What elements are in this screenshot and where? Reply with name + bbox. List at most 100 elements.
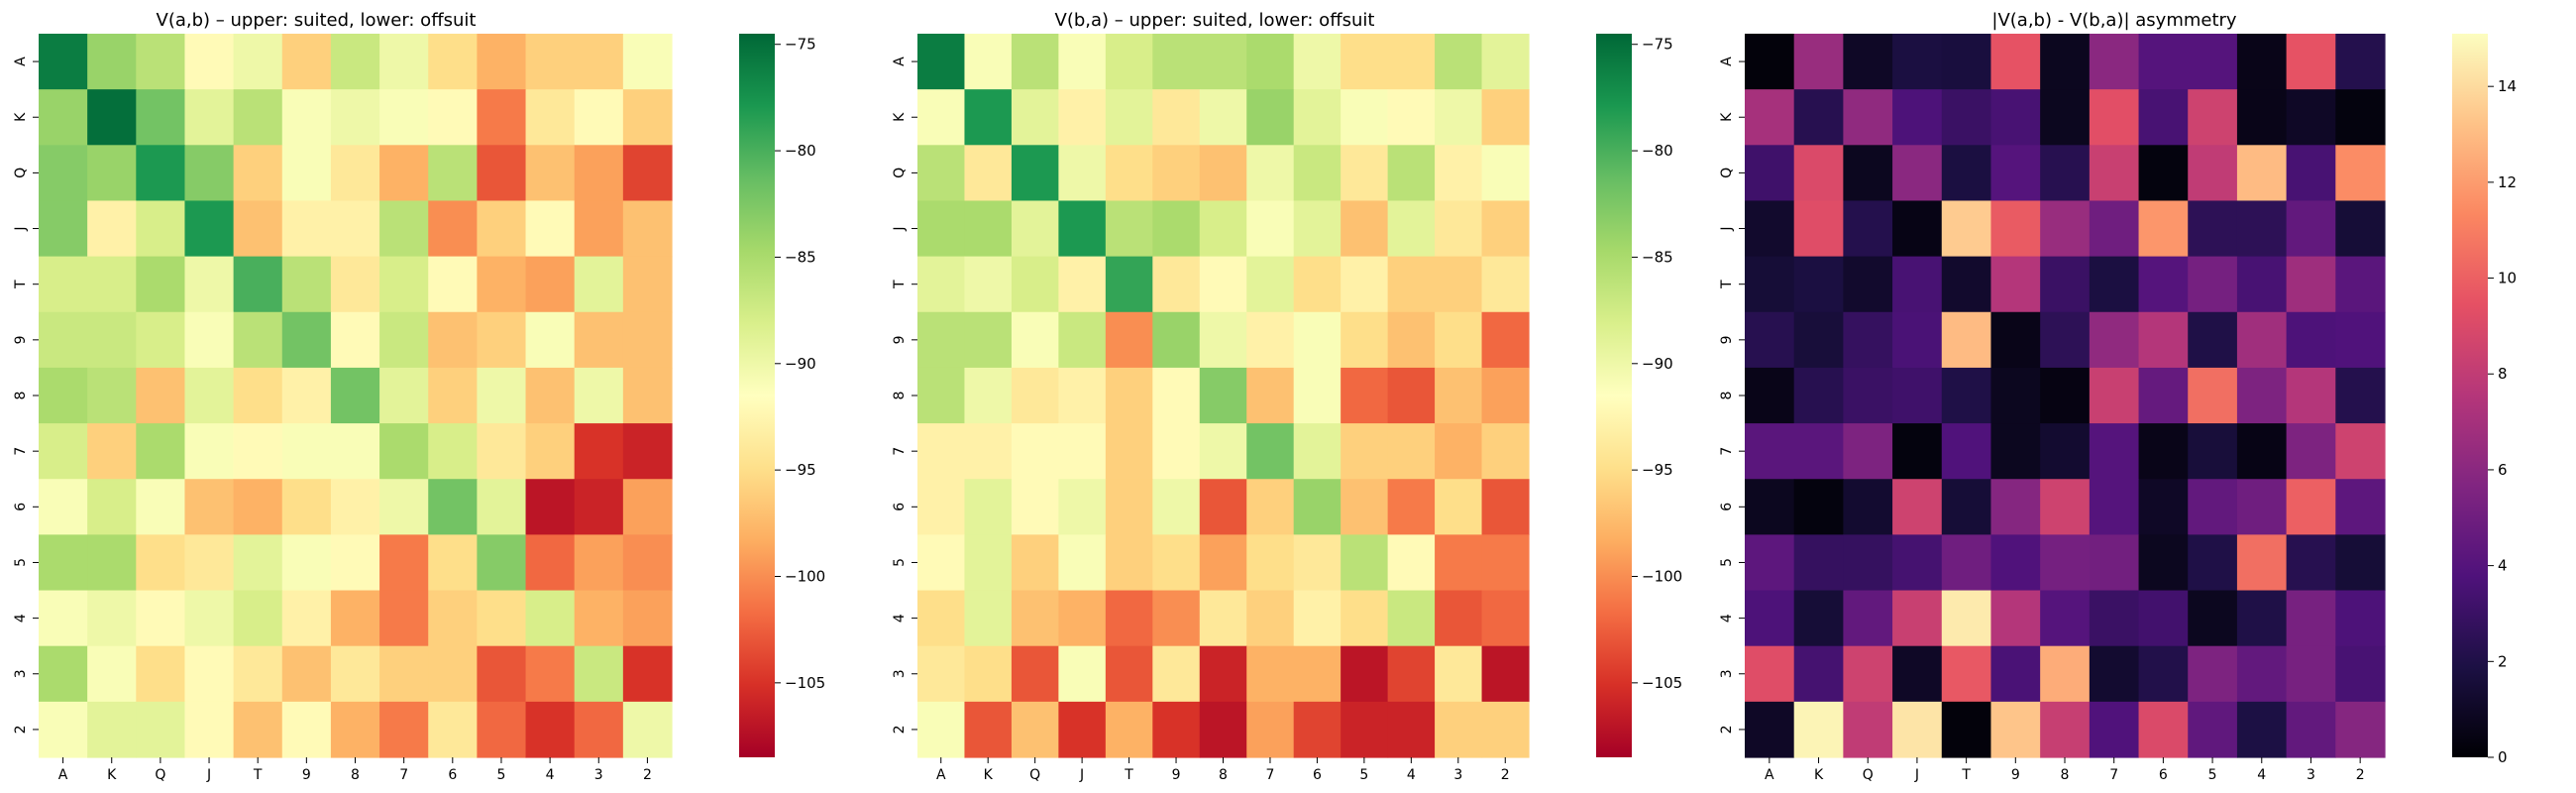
heatmap-cell-Q-3 bbox=[574, 145, 624, 202]
heatmap-cell-5-J bbox=[184, 534, 235, 592]
heatmap-cell-A-T bbox=[233, 34, 283, 90]
heatmap-cell-6-T bbox=[1941, 479, 1992, 535]
heatmap-cell-5-3 bbox=[2286, 534, 2336, 592]
heatmap-cell-J-K bbox=[1793, 200, 1844, 258]
heatmap-cell-A-6 bbox=[2138, 34, 2189, 90]
colorbar-tick-label: 12 bbox=[2498, 173, 2517, 191]
heatmap-cell-6-2 bbox=[1481, 479, 1530, 535]
heatmap-cell-6-4 bbox=[2236, 479, 2288, 535]
heatmap-cell-2-5 bbox=[477, 701, 527, 758]
heatmap-cell-A-T bbox=[1941, 34, 1992, 90]
heatmap-cell-Q-5 bbox=[1341, 145, 1389, 202]
heatmap-cell-J-8 bbox=[2040, 200, 2091, 258]
heatmap-cell-8-9 bbox=[1152, 367, 1201, 424]
heatmap-cell-4-3 bbox=[2286, 590, 2336, 647]
heatmap-cell-2-9 bbox=[281, 701, 332, 758]
heatmap-cell-Q-9 bbox=[1152, 145, 1201, 202]
heatmap-cell-A-4 bbox=[525, 34, 576, 90]
heatmap-cell-3-9 bbox=[1152, 645, 1201, 703]
heatmap-cell-A-K bbox=[964, 34, 1013, 90]
heatmap-cell-6-7 bbox=[379, 479, 429, 535]
heatmap-cell-3-4 bbox=[1387, 645, 1436, 703]
heatmap-cell-J-8 bbox=[1199, 200, 1247, 258]
colorbar-tick-label: −80 bbox=[1642, 142, 1673, 160]
heatmap-cell-9-8 bbox=[1199, 311, 1247, 369]
x-tick-label: 8 bbox=[2061, 767, 2070, 783]
heatmap-cell-K-8 bbox=[1199, 89, 1247, 146]
y-tick-label: 7 bbox=[892, 447, 908, 456]
colorbar-tick-label: −105 bbox=[1642, 674, 1682, 692]
heatmap-cell-5-6 bbox=[1293, 534, 1342, 592]
heatmap-cell-Q-3 bbox=[2286, 145, 2336, 202]
heatmap-cell-7-4 bbox=[1387, 423, 1436, 480]
heatmap-cell-J-3 bbox=[574, 200, 624, 258]
heatmap-cell-T-7 bbox=[2089, 256, 2140, 313]
heatmap-cell-Q-J bbox=[1058, 145, 1107, 202]
heatmap-cell-T-7 bbox=[1246, 256, 1295, 313]
heatmap-cell-A-6 bbox=[1293, 34, 1342, 90]
heatmap-cell-A-A bbox=[39, 34, 88, 90]
heatmap-cell-Q-J bbox=[1892, 145, 1943, 202]
heatmap-cell-A-9 bbox=[1990, 34, 2041, 90]
colorbar-tick-label: 4 bbox=[2498, 557, 2508, 575]
y-tick-label: Q bbox=[13, 168, 29, 178]
heatmap-cell-8-6 bbox=[1293, 367, 1342, 424]
heatmap-cell-3-J bbox=[1892, 645, 1943, 703]
heatmap-cell-K-9 bbox=[1152, 89, 1201, 146]
heatmap-cell-3-A bbox=[917, 645, 966, 703]
heatmap-cell-5-3 bbox=[1435, 534, 1483, 592]
heatmap-cell-T-J bbox=[184, 256, 235, 313]
heatmap-cell-K-7 bbox=[379, 89, 429, 146]
colorbar-gradient bbox=[1596, 34, 1632, 757]
heatmap-cell-J-A bbox=[1745, 200, 1795, 258]
heatmap-panel-v-ba: V(b,a) – upper: suited, lower: offsuit A… bbox=[892, 10, 1682, 783]
heatmap-cell-2-J bbox=[1892, 701, 1943, 758]
heatmap-cell-3-3 bbox=[1435, 645, 1483, 703]
y-tick-label: Q bbox=[1719, 168, 1735, 178]
heatmap-cell-T-6 bbox=[2138, 256, 2189, 313]
x-tick-labels: A K Q J T 9 8 7 6 5 4 3 2 bbox=[58, 757, 652, 783]
heatmap-cell-J-T bbox=[1941, 200, 1992, 258]
heatmap-cell-3-6 bbox=[1293, 645, 1342, 703]
heatmap-cell-7-7 bbox=[1246, 423, 1295, 480]
colorbar-tick-label: −95 bbox=[1642, 461, 1673, 479]
heatmap-cell-A-5 bbox=[2188, 34, 2238, 90]
y-tick-label: 3 bbox=[1719, 669, 1735, 678]
heatmap-cell-5-A bbox=[917, 534, 966, 592]
x-tick-label: J bbox=[206, 767, 211, 783]
heatmap-cell-T-2 bbox=[1481, 256, 1530, 313]
x-tick-label: 4 bbox=[1407, 767, 1416, 783]
heatmap-cell-3-A bbox=[39, 645, 88, 703]
heatmap-cell-K-6 bbox=[428, 89, 478, 146]
heatmap-cell-7-K bbox=[1793, 423, 1844, 480]
x-tick-label: Q bbox=[1029, 767, 1040, 783]
heatmap-cell-5-Q bbox=[1843, 534, 1893, 592]
heatmap-cell-Q-8 bbox=[2040, 145, 2091, 202]
heatmap-cell-3-7 bbox=[2089, 645, 2140, 703]
heatmap-cell-9-Q bbox=[1843, 311, 1893, 369]
heatmap-cell-5-5 bbox=[2188, 534, 2238, 592]
heatmap-cell-J-2 bbox=[2335, 200, 2386, 258]
heatmap-cell-Q-A bbox=[39, 145, 88, 202]
heatmap-cell-J-Q bbox=[1011, 200, 1059, 258]
heatmap-cell-J-5 bbox=[1341, 200, 1389, 258]
heatmap-cell-7-Q bbox=[1011, 423, 1059, 480]
heatmap-cell-Q-Q bbox=[1843, 145, 1893, 202]
heatmap-cell-4-2 bbox=[2335, 590, 2386, 647]
heatmap-cell-4-T bbox=[233, 590, 283, 647]
heatmap-cell-9-Q bbox=[136, 311, 186, 369]
heatmap-cell-5-6 bbox=[428, 534, 478, 592]
heatmap-cell-6-5 bbox=[1341, 479, 1389, 535]
heatmap-cell-A-6 bbox=[428, 34, 478, 90]
heatmap-cell-7-T bbox=[233, 423, 283, 480]
y-tick-label: 2 bbox=[1719, 725, 1735, 734]
heatmap-cell-K-Q bbox=[136, 89, 186, 146]
heatmap-cell-Q-2 bbox=[1481, 145, 1530, 202]
heatmap-cell-A-K bbox=[87, 34, 137, 90]
x-tick-label: 7 bbox=[2109, 767, 2118, 783]
heatmap-cell-7-9 bbox=[1152, 423, 1201, 480]
x-tick-label: 4 bbox=[2257, 767, 2266, 783]
heatmap-cells bbox=[1745, 34, 2386, 758]
heatmap-cell-T-Q bbox=[136, 256, 186, 313]
heatmap-cell-6-J bbox=[1058, 479, 1107, 535]
